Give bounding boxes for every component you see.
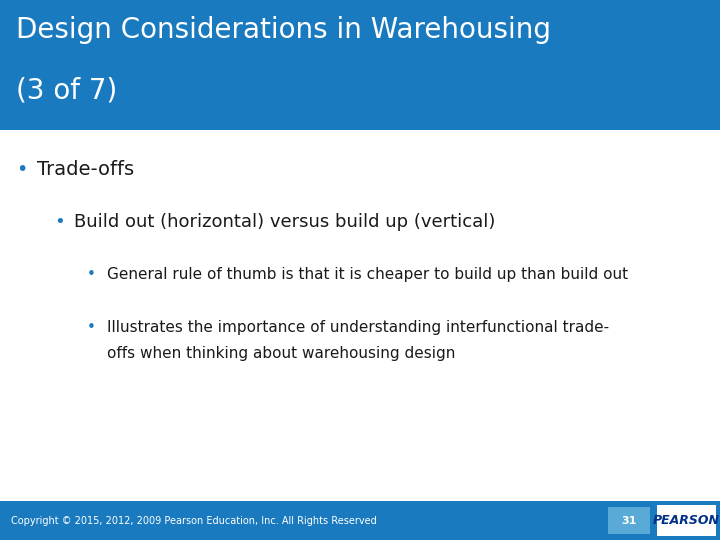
Text: Build out (horizontal) versus build up (vertical): Build out (horizontal) versus build up (… xyxy=(74,213,495,231)
Bar xyxy=(608,508,650,534)
Text: General rule of thumb is that it is cheaper to build up than build out: General rule of thumb is that it is chea… xyxy=(107,267,628,282)
Text: (3 of 7): (3 of 7) xyxy=(16,77,117,105)
Bar xyxy=(657,505,716,536)
Text: Design Considerations in Warehousing: Design Considerations in Warehousing xyxy=(16,16,551,44)
Text: offs when thinking about warehousing design: offs when thinking about warehousing des… xyxy=(107,346,455,361)
Text: Trade-offs: Trade-offs xyxy=(37,160,135,179)
Text: PEARSON: PEARSON xyxy=(652,514,720,527)
Text: •: • xyxy=(54,213,65,231)
Text: Illustrates the importance of understanding interfunctional trade-: Illustrates the importance of understand… xyxy=(107,320,608,335)
Text: •: • xyxy=(86,320,95,335)
Bar xyxy=(0,501,720,540)
Bar xyxy=(0,0,720,130)
Text: 31: 31 xyxy=(621,516,637,525)
Text: Copyright © 2015, 2012, 2009 Pearson Education, Inc. All Rights Reserved: Copyright © 2015, 2012, 2009 Pearson Edu… xyxy=(11,516,377,525)
Text: •: • xyxy=(16,160,27,179)
Text: •: • xyxy=(86,267,95,282)
